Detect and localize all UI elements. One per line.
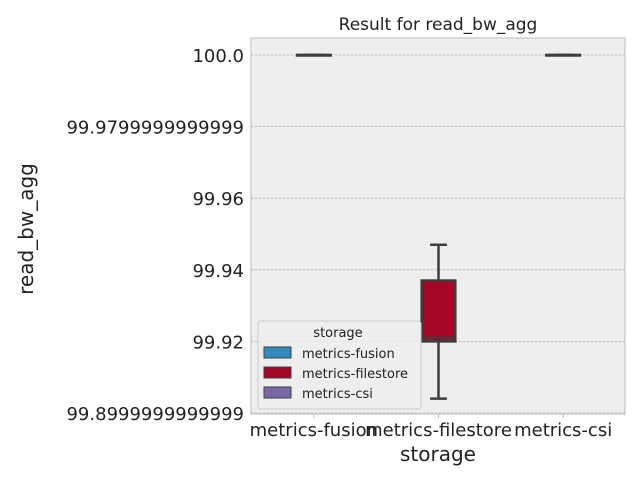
y-axis-label: read_bw_agg xyxy=(14,163,38,295)
y-tick-label: 99.8999999999999 xyxy=(66,404,244,425)
box-metrics-filestore xyxy=(420,279,457,343)
y-tick-label: 100.0 xyxy=(192,46,244,67)
legend: storage metrics-fusionmetrics-filestorem… xyxy=(257,320,422,410)
chart-title: Result for read_bw_agg xyxy=(339,15,538,35)
legend-label: metrics-csi xyxy=(302,387,373,402)
y-ticks: 99.8999999999999 99.92 99.94 99.96 99.979999… xyxy=(66,46,244,425)
legend-entries: metrics-fusion metrics-filestore metrics-c… xyxy=(263,346,408,402)
x-tick-label: metrics-fusion xyxy=(250,420,378,441)
x-tick-label: metrics-filestore xyxy=(365,420,512,441)
y-tick-label: 99.96 xyxy=(192,189,244,210)
x-tick-label: metrics-csi xyxy=(514,420,612,441)
y-tick-label: 99.9799999999999 xyxy=(66,118,244,139)
legend-swatch-metrics-filestore xyxy=(263,366,292,379)
legend-title: storage xyxy=(313,326,362,341)
boxes xyxy=(295,53,582,400)
legend-swatch-metrics-fusion xyxy=(263,346,292,359)
legend-label: metrics-fusion xyxy=(302,347,395,362)
legend-label: metrics-filestore xyxy=(302,367,408,382)
legend-frame xyxy=(257,320,422,410)
y-tick-label: 99.92 xyxy=(192,332,244,353)
y-tick-label: 99.94 xyxy=(192,261,244,282)
legend-swatch-metrics-csi xyxy=(263,386,292,399)
x-axis-label: storage xyxy=(400,442,476,466)
